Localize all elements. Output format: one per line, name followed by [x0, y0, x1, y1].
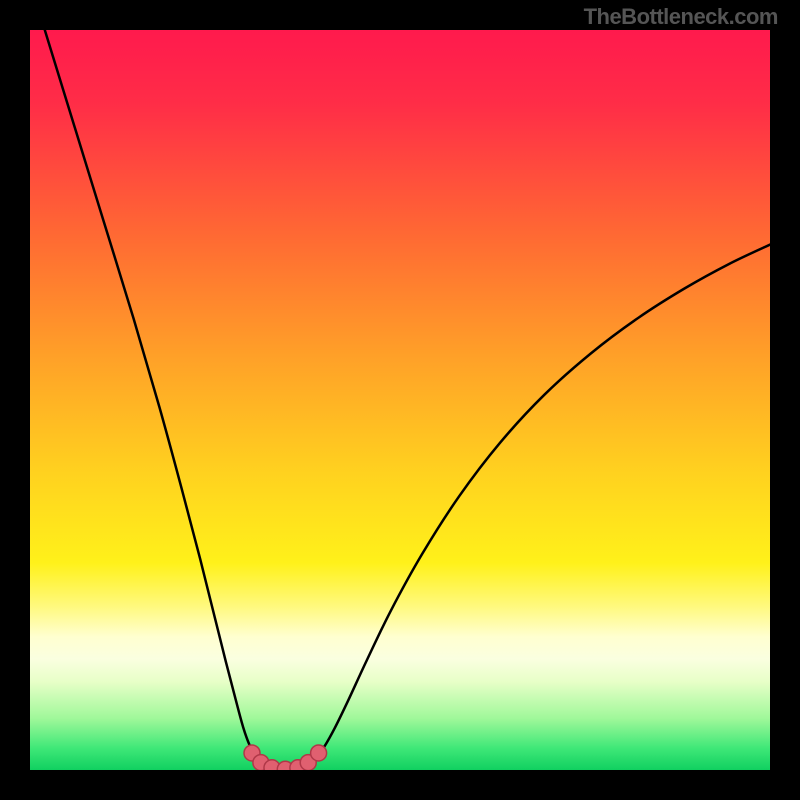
chart-dip-markers — [30, 30, 770, 770]
dip-marker-dot — [311, 745, 327, 761]
watermark-text: TheBottleneck.com — [584, 4, 778, 30]
chart-plot-area — [30, 30, 770, 770]
